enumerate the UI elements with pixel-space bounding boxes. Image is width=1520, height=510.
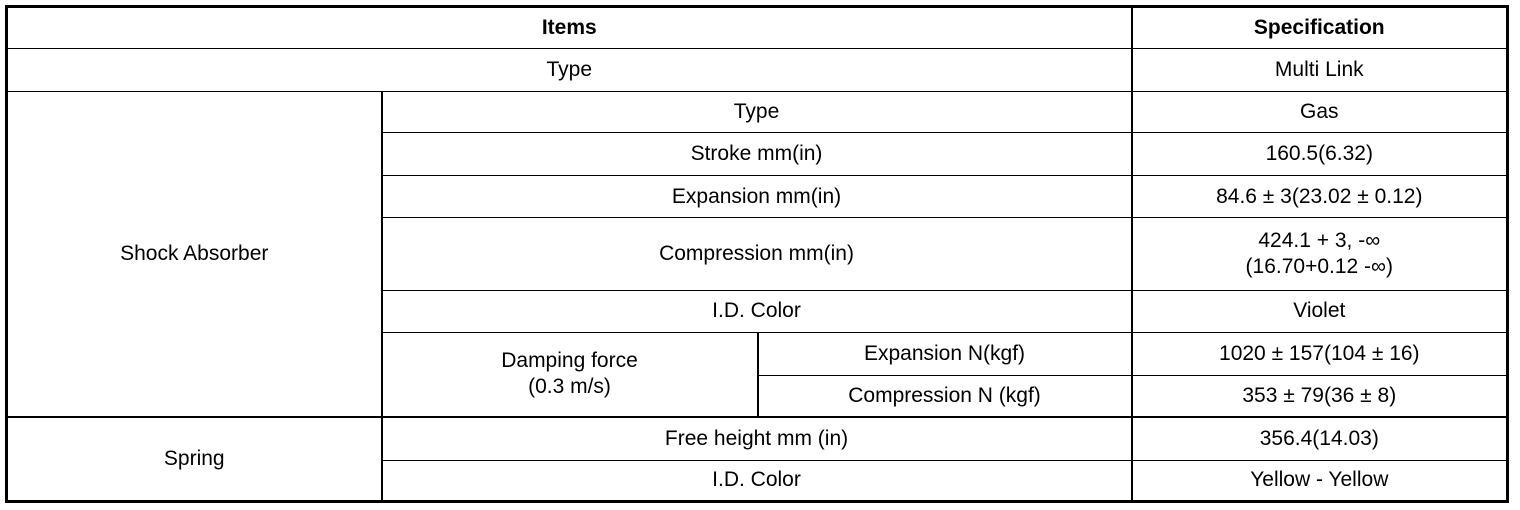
type-label: Type — [5, 48, 1133, 92]
type-value: Multi Link — [1130, 48, 1509, 92]
spring-id-color-value: Yellow - Yellow — [1130, 459, 1509, 503]
expansion-label: Expansion mm(in) — [380, 174, 1133, 219]
table-row: Stroke mm(in) 160.5(6.32) — [7, 131, 1509, 177]
table-row: I.D. Color Yellow - Yellow — [7, 459, 1509, 503]
damping-force-line1: Damping force — [501, 349, 638, 373]
table-row: Expansion mm(in) 84.6 ± 3(23.02 ± 0.12) — [7, 174, 1509, 219]
header-items: Items — [5, 5, 1133, 50]
table-row: Spring Free height mm (in) 356.4(14.03) — [5, 415, 1509, 502]
shock-type-value: Gas — [1130, 90, 1509, 133]
damping-compression-label: Compression N (kgf) — [756, 375, 1133, 418]
shock-id-color-label: I.D. Color — [380, 289, 1133, 333]
damping-force-label: Damping force (0.3 m/s) — [380, 331, 759, 418]
damping-force-line2: (0.3 m/s) — [528, 375, 611, 399]
shock-type-label: Type — [380, 90, 1133, 133]
stroke-value: 160.5(6.32) — [1130, 131, 1509, 177]
spring-id-color-label: I.D. Color — [380, 459, 1133, 503]
table-row: Type Multi Link — [5, 48, 1509, 92]
damping-expansion-value: 1020 ± 157(104 ± 16) — [1130, 331, 1509, 377]
compression-label: Compression mm(in) — [380, 217, 1133, 291]
header-specification: Specification — [1130, 5, 1509, 50]
stroke-label: Stroke mm(in) — [380, 131, 1133, 177]
shock-absorber-label: Shock Absorber — [5, 90, 383, 418]
damping-compression-value: 353 ± 79(36 ± 8) — [1130, 375, 1509, 418]
free-height-value: 356.4(14.03) — [1130, 415, 1509, 461]
shock-id-color-value: Violet — [1130, 289, 1509, 333]
header-row: Items Specification — [5, 5, 1509, 50]
spring-label: Spring — [5, 415, 383, 502]
damping-expansion-label: Expansion N(kgf) — [756, 331, 1133, 377]
table-row: Compression mm(in) 424.1 + 3, -∞ (16.70+… — [7, 217, 1509, 291]
table-row: I.D. Color Violet — [7, 289, 1509, 333]
compression-value: 424.1 + 3, -∞ (16.70+0.12 -∞) — [1130, 217, 1509, 291]
free-height-label: Free height mm (in) — [380, 415, 1133, 461]
table-row: Shock Absorber Type Gas — [5, 90, 1509, 418]
compression-value-line2: (16.70+0.12 -∞) — [1245, 254, 1394, 278]
compression-value-line1: 424.1 + 3, -∞ — [1258, 228, 1381, 252]
expansion-value: 84.6 ± 3(23.02 ± 0.12) — [1130, 174, 1509, 219]
specification-table: Items Specification Type Multi Link Shoc… — [5, 5, 1510, 503]
